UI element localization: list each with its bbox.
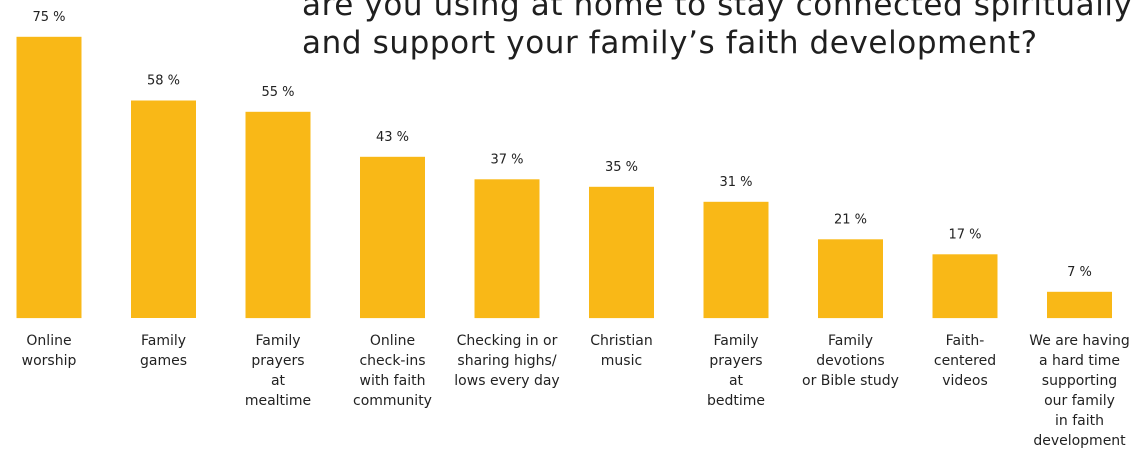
category-label-4-line-4: community	[333, 391, 453, 411]
category-label-10-line-2: a hard time	[1020, 351, 1137, 371]
value-label-4: 43 %	[376, 130, 409, 145]
category-label-9-line-3: videos	[905, 371, 1025, 391]
category-label-8-line-1: Family	[791, 331, 911, 351]
value-label-8: 21 %	[834, 212, 867, 227]
category-label-8-line-2: devotions	[791, 351, 911, 371]
bar-3	[246, 112, 311, 318]
value-label-7: 31 %	[719, 175, 752, 190]
bar-2	[131, 101, 196, 319]
bar-10	[1047, 292, 1112, 318]
category-label-5-line-3: lows every day	[447, 371, 567, 391]
bar-4	[360, 157, 425, 318]
category-label-10-line-6: development	[1020, 431, 1137, 451]
value-label-6: 35 %	[605, 160, 638, 175]
value-label-3: 55 %	[261, 85, 294, 100]
category-label-3-line-3: at	[218, 371, 338, 391]
category-label-1-line-2: worship	[0, 351, 109, 371]
bar-6	[589, 187, 654, 318]
category-label-7-line-1: Family	[676, 331, 796, 351]
category-label-10-line-3: supporting	[1020, 371, 1137, 391]
category-label-7-line-2: prayers	[676, 351, 796, 371]
category-label-7-line-4: bedtime	[676, 391, 796, 411]
value-label-2: 58 %	[147, 74, 180, 89]
category-label-2-line-1: Family	[104, 331, 224, 351]
category-label-3-line-1: Family	[218, 331, 338, 351]
category-label-1-line-1: Online	[0, 331, 109, 351]
category-label-10-line-1: We are having	[1020, 331, 1137, 351]
bar-1	[17, 37, 82, 318]
value-label-5: 37 %	[490, 152, 523, 167]
category-label-9-line-2: centered	[905, 351, 1025, 371]
category-label-6-line-1: Christian	[562, 331, 682, 351]
category-label-4-line-1: Online	[333, 331, 453, 351]
bar-8	[818, 239, 883, 318]
category-label-5-line-1: Checking in or	[447, 331, 567, 351]
bar-5	[475, 179, 540, 318]
category-label-3-line-4: mealtime	[218, 391, 338, 411]
category-label-2-line-2: games	[104, 351, 224, 371]
category-label-7-line-3: at	[676, 371, 796, 391]
category-label-8-line-3: or Bible study	[791, 371, 911, 391]
category-label-9-line-1: Faith-	[905, 331, 1025, 351]
category-label-3-line-2: prayers	[218, 351, 338, 371]
category-label-10-line-5: in faith	[1020, 411, 1137, 431]
category-label-4-line-3: with faith	[333, 371, 453, 391]
value-label-1: 75 %	[32, 10, 65, 25]
bars-group	[17, 37, 1113, 318]
category-label-6-line-2: music	[562, 351, 682, 371]
category-label-4-line-2: check-ins	[333, 351, 453, 371]
category-label-10-line-4: our family	[1020, 391, 1137, 411]
value-label-10: 7 %	[1067, 265, 1092, 280]
bar-7	[704, 202, 769, 318]
category-label-5-line-2: sharing highs/	[447, 351, 567, 371]
bar-9	[933, 254, 998, 318]
value-label-9: 17 %	[948, 227, 981, 242]
